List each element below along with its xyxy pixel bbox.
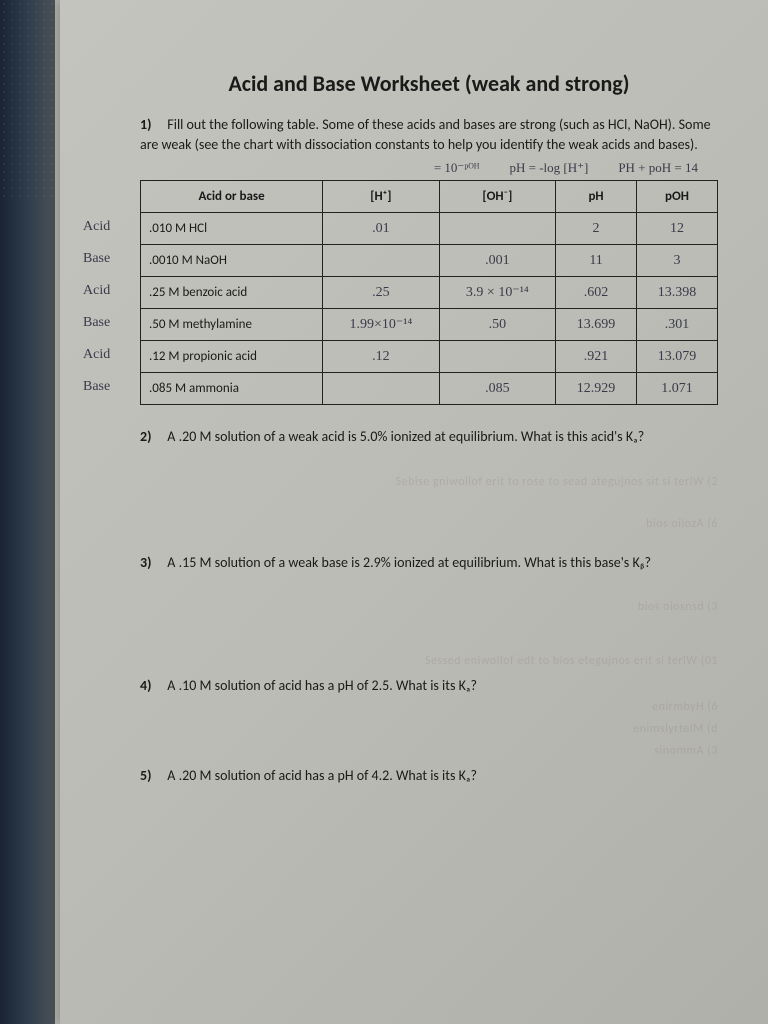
- table-row: Base.50 M methylamine 1.99×10⁻¹⁴ .50 13.…: [141, 309, 718, 341]
- cell-poh: 13.079: [637, 341, 718, 373]
- table-row: Acid.12 M propionic acid .12 .921 13.079: [141, 341, 718, 373]
- q1-text: Fill out the following table. Some of th…: [140, 116, 711, 153]
- q5-text: A .20 M solution of acid has a pH of 4.2…: [167, 767, 477, 784]
- side-label: Base: [83, 315, 110, 331]
- col-h-plus: [H⁺]: [323, 181, 439, 213]
- formula-c: PH + poH = 14: [618, 160, 698, 176]
- row-label: Acid.25 M benzoic acid: [141, 277, 323, 309]
- cell-oh: 3.9 × 10⁻¹⁴: [439, 277, 555, 309]
- cell-ph: 13.699: [556, 309, 637, 341]
- col-poh: pOH: [637, 181, 718, 213]
- q3-number: 3): [140, 554, 151, 571]
- bleed-text: Sebise gniwollof erit to rose to sead at…: [140, 475, 718, 489]
- table-row: Acid.25 M benzoic acid .25 3.9 × 10⁻¹⁴ .…: [141, 277, 718, 309]
- cell-h: [323, 245, 439, 277]
- cell-h: 1.99×10⁻¹⁴: [323, 309, 439, 341]
- col-acid-base: Acid or base: [141, 181, 323, 213]
- cell-poh: 13.398: [637, 277, 718, 309]
- table-row: Base.085 M ammonia .085 12.929 1.071: [141, 373, 718, 405]
- question-1-intro: 1) Fill out the following table. Some of…: [140, 115, 718, 154]
- cell-ph: .921: [556, 341, 637, 373]
- cell-h: .01: [323, 213, 439, 245]
- table-row: Acid.010 M HCl .01 2 12: [141, 213, 718, 245]
- cell-oh: [439, 341, 555, 373]
- bleed-text: enirmbyH (6: [140, 700, 718, 714]
- row-label: Base.085 M ammonia: [141, 373, 323, 405]
- worksheet-title: Acid and Base Worksheet (weak and strong…: [140, 70, 718, 97]
- cell-poh: 1.071: [637, 373, 718, 405]
- q1-number: 1): [140, 116, 151, 133]
- question-5: 5) A .20 M solution of acid has a pH of …: [140, 766, 718, 786]
- cell-oh: .085: [439, 373, 555, 405]
- row-label: Base.50 M methylamine: [141, 309, 323, 341]
- cell-oh: [439, 213, 555, 245]
- cell-oh: .50: [439, 309, 555, 341]
- cell-poh: .301: [637, 309, 718, 341]
- bleed-text: bios oilozA (6: [140, 517, 718, 531]
- cell-ph: 2: [556, 213, 637, 245]
- question-3: 3) A .15 M solution of a weak base is 2.…: [140, 553, 718, 573]
- cell-poh: 12: [637, 213, 718, 245]
- cell-h: .12: [323, 341, 439, 373]
- q2-number: 2): [140, 428, 151, 445]
- question-2: 2) A .20 M solution of a weak acid is 5.…: [140, 427, 718, 447]
- question-4: 4) A .10 M solution of acid has a pH of …: [140, 676, 718, 696]
- cell-h: [323, 373, 439, 405]
- side-label: Acid: [83, 219, 110, 235]
- cell-ph: 12.929: [556, 373, 637, 405]
- cell-oh: .001: [439, 245, 555, 277]
- q5-number: 5): [140, 767, 151, 784]
- row-label: Base.0010 M NaOH: [141, 245, 323, 277]
- q2-text: A .20 M solution of a weak acid is 5.0% …: [167, 428, 644, 445]
- bleed-text: sinommA (3: [140, 744, 718, 758]
- side-label: Acid: [83, 347, 110, 363]
- cell-ph: .602: [556, 277, 637, 309]
- row-label: Acid.010 M HCl: [141, 213, 323, 245]
- q3-text: A .15 M solution of a weak base is 2.9% …: [167, 554, 651, 571]
- formula-b: pH = -log [H⁺]: [510, 160, 589, 176]
- q4-number: 4): [140, 677, 151, 694]
- cell-ph: 11: [556, 245, 637, 277]
- side-label: Acid: [83, 283, 110, 299]
- bleed-text: Sessed eniwollof edt to bios etegujnos e…: [140, 654, 718, 668]
- cell-h: .25: [323, 277, 439, 309]
- cell-poh: 3: [637, 245, 718, 277]
- acid-base-table: Acid or base [H⁺] [OH⁻] pH pOH Acid.010 …: [140, 180, 718, 405]
- bleed-text: enimslyrtelM (d: [140, 722, 718, 736]
- table-row: Base.0010 M NaOH .001 11 3: [141, 245, 718, 277]
- q4-text: A .10 M solution of acid has a pH of 2.5…: [167, 677, 477, 694]
- formula-a: = 10⁻ᵖᴼᴴ: [434, 160, 480, 176]
- side-label: Base: [83, 251, 110, 267]
- col-ph: pH: [556, 181, 637, 213]
- worksheet-paper: Acid and Base Worksheet (weak and strong…: [60, 0, 768, 1024]
- side-label: Base: [83, 379, 110, 395]
- row-label: Acid.12 M propionic acid: [141, 341, 323, 373]
- table-header-row: Acid or base [H⁺] [OH⁻] pH pOH: [141, 181, 718, 213]
- bleed-text: bios oiosnsd (3: [140, 600, 718, 614]
- handwritten-formulas: = 10⁻ᵖᴼᴴ pH = -log [H⁺] PH + poH = 14: [140, 160, 718, 176]
- col-oh-minus: [OH⁻]: [439, 181, 555, 213]
